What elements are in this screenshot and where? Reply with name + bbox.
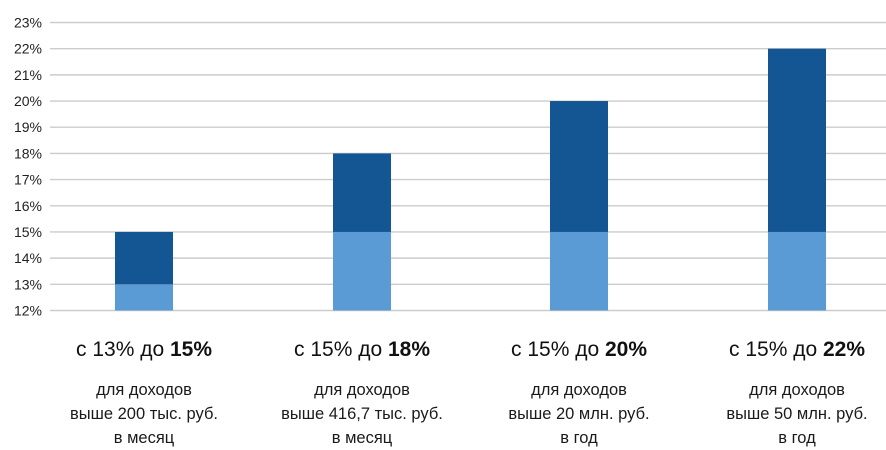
bar-segment-lower (115, 284, 173, 311)
heading-new-rate: 15% (169, 338, 212, 361)
y-tick-label: 18% (14, 145, 42, 161)
description-line: выше 50 млн. руб. (726, 405, 868, 423)
heading-new-rate: 20% (604, 338, 647, 361)
description-line: выше 416,7 тыс. руб. (281, 405, 443, 423)
y-tick-label: 16% (14, 198, 42, 214)
bar-segment-lower (333, 231, 391, 311)
y-tick-label: 23% (14, 15, 42, 31)
y-tick-label: 12% (14, 303, 42, 319)
rate-change-heading: с 15% до 18% (262, 336, 462, 364)
description-line: в год (560, 429, 598, 447)
bar-segment-upper (333, 153, 391, 232)
category-label: с 15% до 22% для доходов выше 50 млн. руб.… (697, 336, 886, 450)
description-line: для доходов (314, 381, 410, 399)
description-line: для доходов (749, 381, 845, 399)
bar-segment-upper (115, 231, 173, 285)
description-line: выше 20 млн. руб. (508, 405, 650, 423)
y-tick-label: 20% (14, 93, 42, 109)
y-tick-label: 17% (14, 172, 42, 188)
bar-chart: 12% 13% 14% 15% 16% 17% 18% 19% 20% 21% 22% 23% (14, 15, 886, 319)
heading-new-rate: 22% (822, 338, 865, 361)
description-line: выше 200 тыс. руб. (69, 405, 219, 423)
bars (115, 48, 826, 311)
y-axis-ticks: 12% 13% 14% 15% 16% 17% 18% 19% 20% 21% 22% 23% (14, 15, 42, 319)
income-threshold-description: для доходов выше 416,7 тыс. руб. в месяц (262, 378, 462, 450)
bar-segment-upper (768, 48, 826, 232)
gridlines (50, 21, 886, 312)
y-tick-label: 15% (14, 224, 42, 240)
rate-change-heading: с 13% до 15% (44, 336, 244, 364)
heading-prefix: с 15% до (294, 338, 388, 361)
income-threshold-description: для доходов выше 20 млн. руб. в год (479, 378, 679, 450)
y-tick-label: 21% (14, 67, 42, 83)
bar-segment-lower (768, 231, 826, 311)
heading-prefix: с 13% до (76, 338, 170, 361)
description-line: для доходов (531, 381, 627, 399)
y-tick-label: 22% (14, 41, 42, 57)
income-threshold-description: для доходов выше 200 тыс. руб. в месяц (44, 378, 244, 450)
description-line: в год (778, 429, 816, 447)
heading-prefix: с 15% до (511, 338, 605, 361)
category-label: с 13% до 15% для доходов выше 200 тыс. руб… (44, 336, 244, 450)
y-tick-label: 14% (14, 250, 42, 266)
rate-change-heading: с 15% до 20% (479, 336, 679, 364)
category-label: с 15% до 20% для доходов выше 20 млн. руб.… (479, 336, 679, 450)
bar-segment-upper (550, 101, 608, 232)
description-line: для доходов (96, 381, 192, 399)
y-tick-label: 13% (14, 276, 42, 292)
description-line: в месяц (331, 429, 393, 447)
income-threshold-description: для доходов выше 50 млн. руб. в год (697, 378, 886, 450)
heading-new-rate: 18% (387, 338, 430, 361)
rate-change-heading: с 15% до 22% (697, 336, 886, 364)
bar-segment-lower (550, 231, 608, 311)
heading-prefix: с 15% до (729, 338, 823, 361)
y-tick-label: 19% (14, 119, 42, 135)
description-line: в месяц (113, 429, 175, 447)
category-label: с 15% до 18% для доходов выше 416,7 тыс. р… (262, 336, 462, 450)
